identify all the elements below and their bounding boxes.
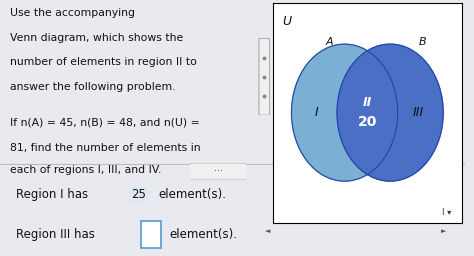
FancyBboxPatch shape	[259, 38, 270, 115]
Text: Use the accompanying: Use the accompanying	[10, 8, 135, 18]
Text: Region III has: Region III has	[16, 228, 95, 241]
Text: 20: 20	[358, 115, 377, 130]
Text: number of elements in region II to: number of elements in region II to	[10, 57, 197, 67]
Text: I: I	[314, 106, 318, 119]
FancyBboxPatch shape	[141, 221, 162, 248]
Circle shape	[292, 44, 398, 181]
Text: B: B	[419, 37, 426, 47]
Text: element(s).: element(s).	[159, 188, 227, 201]
Text: 25: 25	[131, 188, 146, 201]
Circle shape	[337, 44, 443, 181]
Text: ◄: ◄	[265, 228, 271, 234]
Text: each of regions I, III, and IV.: each of regions I, III, and IV.	[10, 165, 161, 175]
Text: II: II	[363, 96, 372, 109]
Text: A: A	[326, 37, 333, 47]
Text: Region I has: Region I has	[16, 188, 88, 201]
Text: element(s).: element(s).	[170, 228, 237, 241]
FancyBboxPatch shape	[188, 163, 248, 180]
Text: Venn diagram, which shows the: Venn diagram, which shows the	[10, 33, 183, 43]
Text: III: III	[413, 106, 424, 119]
Text: answer the following problem.: answer the following problem.	[10, 82, 175, 92]
Text: If n(A) = 45, n(B) = 48, and n(U) =: If n(A) = 45, n(B) = 48, and n(U) =	[10, 118, 200, 128]
Text: ►: ►	[440, 228, 446, 234]
Text: ···: ···	[214, 166, 222, 176]
Text: 81, find the number of elements in: 81, find the number of elements in	[10, 143, 201, 153]
Text: I ▾: I ▾	[442, 208, 451, 217]
Text: U: U	[282, 15, 291, 28]
